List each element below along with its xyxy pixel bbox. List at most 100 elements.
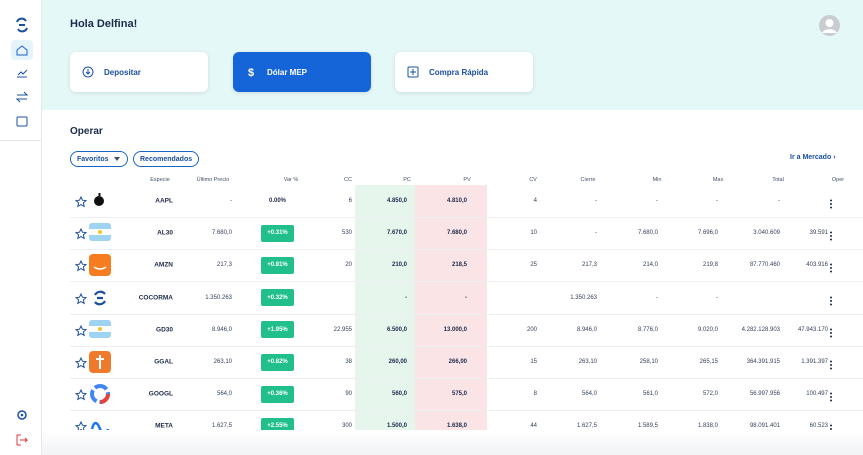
star-icon bbox=[74, 292, 88, 304]
star-icon bbox=[74, 421, 88, 430]
filter-chip[interactable]: Recomendados bbox=[133, 151, 200, 167]
filter-dropdown[interactable]: Favoritos bbox=[70, 151, 128, 167]
cell-value: 217,3 bbox=[216, 262, 232, 269]
row-menu[interactable] bbox=[828, 325, 834, 343]
cell-value: - bbox=[230, 198, 232, 204]
logo-icon bbox=[94, 290, 106, 305]
action-button[interactable]: $ Dólar MEP bbox=[233, 52, 371, 92]
row-menu[interactable] bbox=[828, 260, 834, 278]
action-label: Compra Rápida bbox=[429, 67, 489, 77]
ticker: AL30 bbox=[157, 229, 173, 237]
star-icon bbox=[74, 228, 88, 240]
kebab-icon bbox=[830, 328, 832, 338]
star-icon bbox=[74, 324, 88, 337]
var-percent: +0.32% bbox=[261, 289, 294, 307]
cell-value: - bbox=[595, 198, 597, 204]
cell-value: 60.523 bbox=[809, 423, 828, 430]
cell-value: 218,5 bbox=[451, 262, 467, 269]
ticker-logo bbox=[89, 190, 111, 217]
ticker: GD30 bbox=[156, 326, 173, 334]
ticker: GOOGL bbox=[148, 390, 173, 398]
cell-value: 22.955 bbox=[333, 326, 352, 333]
kebab-icon bbox=[830, 296, 832, 306]
cell-value: 1.838,0 bbox=[697, 423, 718, 430]
cell-value: 100.497 bbox=[806, 391, 828, 398]
avatar[interactable] bbox=[819, 15, 840, 36]
row-menu[interactable] bbox=[828, 293, 834, 311]
nav-transfer[interactable] bbox=[16, 91, 28, 103]
link-label: Ir a Mercado bbox=[790, 154, 832, 161]
cell-value: 1.500,0 bbox=[386, 423, 407, 430]
cell-value: 9.020,0 bbox=[697, 326, 718, 333]
row-divider bbox=[70, 217, 863, 218]
action-label: Depositar bbox=[104, 67, 141, 77]
star-icon bbox=[74, 195, 88, 208]
cell-value: 4.810,0 bbox=[446, 198, 467, 204]
nav-logout[interactable] bbox=[16, 434, 28, 446]
row-divider bbox=[70, 410, 863, 412]
row-divider bbox=[70, 281, 863, 283]
favorite-star[interactable] bbox=[74, 356, 88, 374]
cell-value: 15 bbox=[530, 359, 537, 365]
cell-value: - bbox=[656, 198, 658, 204]
logo-icon bbox=[89, 319, 111, 338]
market-link[interactable]: Ir a Mercado › bbox=[790, 154, 836, 161]
var-percent: +0.81% bbox=[261, 256, 294, 274]
row-menu[interactable] bbox=[828, 228, 834, 246]
favorite-star[interactable] bbox=[74, 292, 88, 310]
nav-wallet[interactable] bbox=[16, 115, 28, 127]
cell-value: 44 bbox=[530, 423, 537, 430]
ticker: COCORMA bbox=[138, 294, 173, 302]
action-button[interactable]: Depositar bbox=[70, 52, 208, 92]
cell-value: 210,0 bbox=[391, 262, 407, 269]
kebab-icon bbox=[830, 199, 832, 209]
cell-value: 8.946,0 bbox=[576, 326, 597, 333]
cell-value: 217,3 bbox=[581, 262, 597, 269]
cell-value: 6 bbox=[348, 198, 352, 204]
favorite-star[interactable] bbox=[74, 388, 88, 406]
row-menu[interactable] bbox=[828, 357, 834, 375]
cell-value: 7.680,0 bbox=[446, 230, 467, 237]
cell-value: 8.946,0 bbox=[211, 326, 232, 333]
icon: $ bbox=[248, 67, 254, 78]
row-menu[interactable] bbox=[828, 196, 834, 214]
cell-value: - bbox=[778, 198, 780, 204]
svg-text:$: $ bbox=[248, 67, 254, 78]
logo-icon bbox=[90, 422, 110, 430]
cell-value: 7.670,0 bbox=[386, 230, 407, 237]
kebab-icon bbox=[830, 424, 832, 430]
kebab-icon bbox=[830, 263, 832, 273]
filter-label: Favoritos bbox=[77, 155, 109, 163]
cell-value: 1.589,5 bbox=[637, 423, 658, 430]
favorite-star[interactable] bbox=[74, 227, 88, 245]
pc-column-bg bbox=[355, 185, 415, 430]
star-icon bbox=[74, 356, 88, 369]
nav-settings[interactable] bbox=[16, 409, 28, 421]
favorite-star[interactable] bbox=[74, 324, 88, 342]
cell-value: 560,0 bbox=[391, 391, 407, 398]
cell-value: - bbox=[465, 294, 467, 301]
favorite-star[interactable] bbox=[74, 420, 88, 430]
cell-value: 25 bbox=[530, 262, 537, 269]
cell-value: - bbox=[656, 294, 658, 301]
logo bbox=[16, 17, 28, 33]
cell-value: 530 bbox=[341, 230, 352, 237]
row-menu[interactable] bbox=[828, 421, 834, 430]
nav-home[interactable] bbox=[10, 40, 34, 60]
action-button[interactable]: Compra Rápida bbox=[395, 52, 533, 92]
logo-icon bbox=[90, 384, 110, 405]
cell-value: 1.350.263 bbox=[570, 294, 597, 301]
cell-value: 47.943.170 bbox=[797, 326, 828, 333]
cell-value: 258,10 bbox=[639, 359, 658, 365]
icon bbox=[407, 66, 419, 78]
cell-value: 8 bbox=[533, 391, 537, 398]
row-menu[interactable] bbox=[828, 389, 834, 407]
cell-value: 3.040.609 bbox=[753, 230, 780, 237]
cell-value: 56.997.956 bbox=[749, 391, 780, 398]
favorite-star[interactable] bbox=[74, 259, 88, 277]
favorite-star[interactable] bbox=[74, 195, 88, 213]
logo-icon bbox=[94, 193, 104, 206]
nav-chart[interactable] bbox=[16, 67, 28, 79]
